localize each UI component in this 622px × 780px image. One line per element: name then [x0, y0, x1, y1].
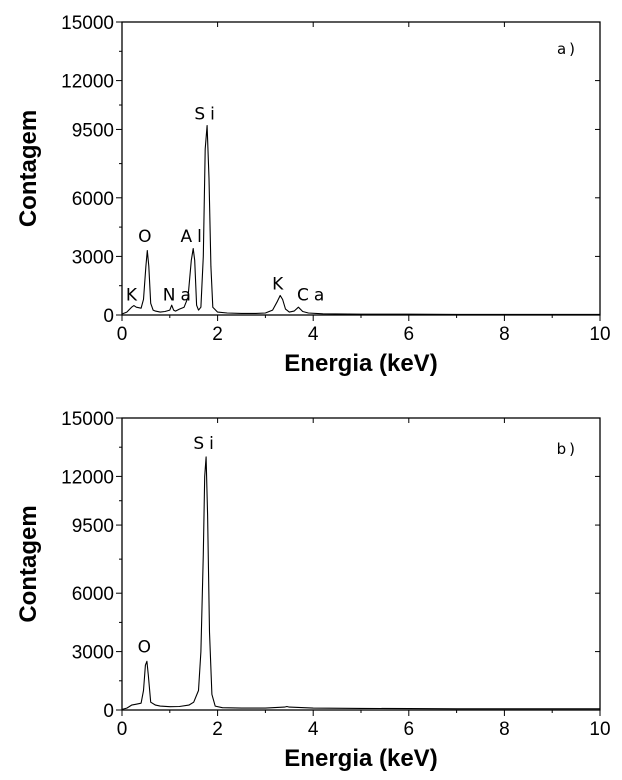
x-tick-label-b-0: 0 [117, 719, 128, 740]
peak-label-a-na: Na [163, 285, 196, 305]
spectrum-line-b [121, 456, 600, 710]
y-axis-title-b: Contagem [15, 505, 42, 622]
x-tick-label-b-1: 2 [212, 719, 223, 740]
plot-frame-a [121, 21, 601, 316]
y-tick-label-b-1: 3000 [72, 643, 114, 664]
chart-panel-b: 0 3000 6000 9500 12000 15000 0 2 4 6 8 10 O Si b) Energ… [15, 409, 611, 772]
plot-frame-b [121, 417, 601, 711]
y-tick-label-a-4: 12000 [61, 72, 114, 93]
y-tick-label-b-3: 9500 [72, 516, 114, 537]
spectrum-line-a [121, 124, 600, 315]
peak-label-a-al: Al [181, 227, 207, 247]
y-tick-label-a-3: 9500 [72, 120, 114, 141]
peak-label-b-si: Si [193, 434, 219, 454]
y-axis-title-a: Contagem [15, 110, 42, 227]
y-tick-label-a-1: 3000 [72, 247, 114, 268]
peak-label-a-si: Si [194, 105, 220, 125]
x-tick-label-a-0: 0 [117, 324, 128, 345]
panel-label-a: a) [557, 40, 578, 58]
y-tick-label-b-2: 6000 [72, 584, 114, 605]
y-tick-label-b-4: 12000 [61, 467, 114, 488]
y-tick-label-a-2: 6000 [72, 189, 114, 210]
x-tick-label-a-1: 2 [212, 324, 223, 345]
x-tick-label-b-4: 8 [499, 719, 510, 740]
panel-label-b: b) [557, 440, 578, 458]
x-axis-title-b: Energia (keV) [284, 745, 437, 772]
x-tick-label-b-2: 4 [308, 719, 319, 740]
y-tick-label-b-0: 0 [103, 701, 114, 722]
peak-label-a-ca: Ca [297, 285, 329, 305]
x-tick-label-a-3: 6 [404, 324, 415, 345]
x-axis-title-a: Energia (keV) [284, 350, 437, 377]
y-tick-label-a-5: 15000 [61, 13, 114, 34]
x-tick-label-a-2: 4 [308, 324, 319, 345]
x-tick-label-a-4: 8 [499, 324, 510, 345]
x-tick-label-a-5: 10 [589, 324, 610, 345]
y-tick-label-a-0: 0 [103, 306, 114, 327]
peak-label-a-o: O [138, 227, 156, 247]
x-tick-label-b-5: 10 [589, 719, 610, 740]
y-tick-label-b-5: 15000 [61, 409, 114, 430]
x-tick-label-b-3: 6 [404, 719, 415, 740]
peak-label-a-k: K [126, 285, 142, 305]
peak-label-b-o: O [138, 638, 156, 658]
peak-label-a-k: K [272, 275, 288, 295]
